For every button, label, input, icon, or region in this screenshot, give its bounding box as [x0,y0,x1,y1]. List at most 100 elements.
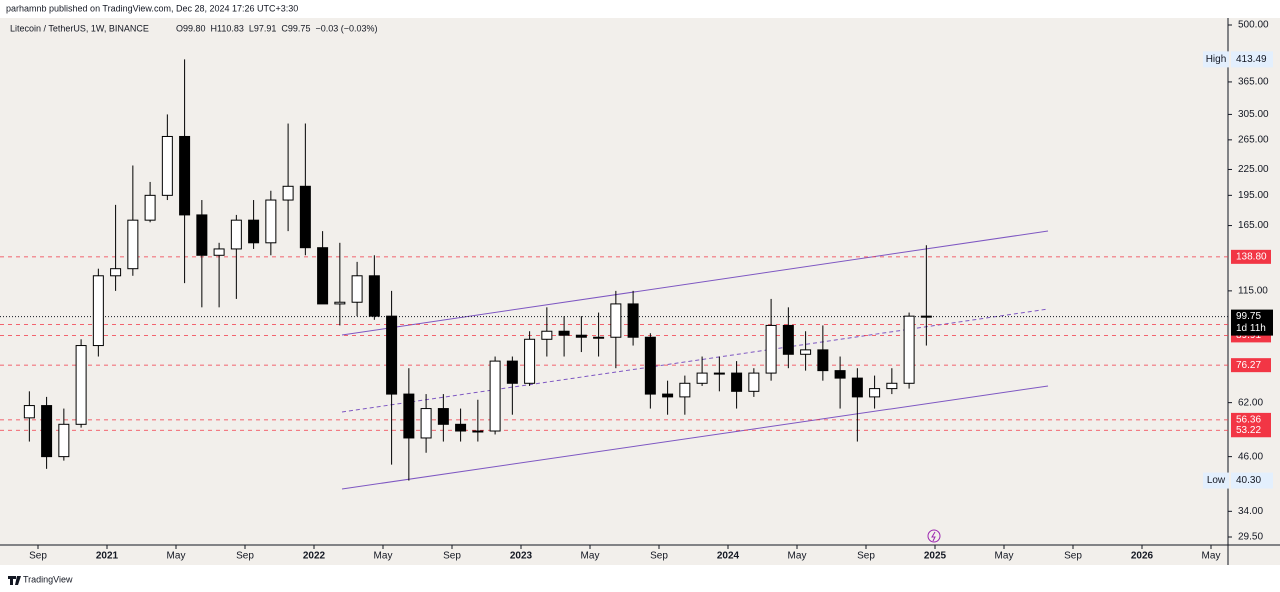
candle-body [627,303,639,338]
candle-body [420,408,432,439]
candle-body [299,185,311,249]
candle-body [403,393,415,439]
y-tick-label: 46.00 [1238,451,1263,462]
candle-body [144,194,156,221]
level-label: 56.36 [1236,415,1261,426]
candle-body [110,268,122,277]
x-tick-label: May [788,551,807,562]
candle-body [213,248,225,256]
candle-body [351,275,363,303]
candle-body [386,315,398,395]
candle-body [593,336,605,339]
x-tick-label: Sep [29,551,47,562]
legend-value: C99.75 [281,23,310,33]
candle-body [679,382,691,398]
candle-body [317,247,329,305]
candle-body [731,372,743,392]
level-label: 53.22 [1236,425,1261,436]
legend-value: −0.03 (−0.03%) [315,23,377,33]
candle-body [524,338,536,384]
marker-name: Low [1207,475,1226,486]
candle-body [800,349,812,355]
marker-name: High [1206,54,1227,65]
x-tick-label: 2026 [1131,551,1154,562]
publisher: parhamnb published on TradingView.com, D… [6,3,298,13]
legend-value: H110.83 [211,23,244,33]
candle-body [575,334,587,338]
candle-body [558,330,570,336]
x-tick-label: May [167,551,186,562]
y-tick-label: 34.00 [1238,506,1263,517]
x-tick-label: May [1202,551,1221,562]
x-tick-label: Sep [236,551,254,562]
candle-body [782,324,794,355]
channel-lower [341,385,1049,490]
level-label: 76.27 [1236,360,1261,371]
level-box [1231,423,1271,438]
y-tick-label: 265.00 [1238,134,1269,145]
brand: TradingView [23,574,73,584]
candle-body [920,315,932,318]
candle-body [334,301,346,305]
x-tick-label: 2024 [717,551,740,562]
y-tick-label: 62.00 [1238,397,1263,408]
candle-body [455,423,467,432]
candle-body [265,199,277,244]
channel-upper [341,230,1049,336]
y-tick-label: 29.50 [1238,532,1263,543]
y-tick-label: 225.00 [1238,164,1269,175]
candle-body [886,382,898,390]
candle-body [644,336,656,395]
candle-body [903,315,915,384]
x-tick-label: May [374,551,393,562]
level-label: 138.80 [1236,251,1267,262]
candle-body [748,372,760,392]
event-icon-bolt [931,531,936,542]
candle-body [489,360,501,432]
candle-body [437,408,449,425]
candle-body [765,324,777,374]
candle-body [161,135,173,196]
x-tick-label: May [995,551,1014,562]
x-tick-label: 2025 [924,551,947,562]
candle-body [472,430,484,433]
event-icon[interactable] [927,529,941,543]
candle-body [179,135,191,216]
candle-body [248,219,260,244]
candle-body [368,275,380,317]
candle-body [506,360,518,384]
candle-body [696,372,708,384]
countdown: 1d 11h [1236,323,1266,334]
y-tick-label: 115.00 [1238,286,1268,297]
y-tick-label: 305.00 [1238,109,1269,120]
y-tick-label: 365.00 [1238,77,1269,88]
candle-body [834,370,846,379]
marker-label: 40.30 [1236,475,1261,486]
y-tick-label: 500.00 [1238,20,1269,31]
candle-body [282,185,294,201]
candle-body [713,372,725,375]
y-tick-label: 165.00 [1238,220,1269,231]
price-axis [1228,18,1280,545]
last-price-box [1231,309,1273,336]
legend-value: L97.91 [249,23,277,33]
tv-logo [8,576,21,585]
x-tick-label: Sep [443,551,461,562]
candle-body [662,393,674,398]
marker-box [1231,51,1273,68]
last-price-label: 99.75 [1236,311,1261,322]
x-tick-label: Sep [1064,551,1082,562]
candle-body [92,275,104,347]
marker-box [1231,472,1273,489]
candle-body [851,377,863,398]
x-tick-label: 2022 [303,551,326,562]
x-tick-label: Sep [857,551,875,562]
candle-body [127,219,139,270]
level-box [1231,358,1271,373]
y-tick-label: 195.00 [1238,190,1269,201]
plot-area [0,18,1228,545]
candle-body [196,214,208,256]
symbol-title: Litecoin / TetherUS, 1W, BINANCE [10,23,149,33]
candle-body [58,423,70,458]
